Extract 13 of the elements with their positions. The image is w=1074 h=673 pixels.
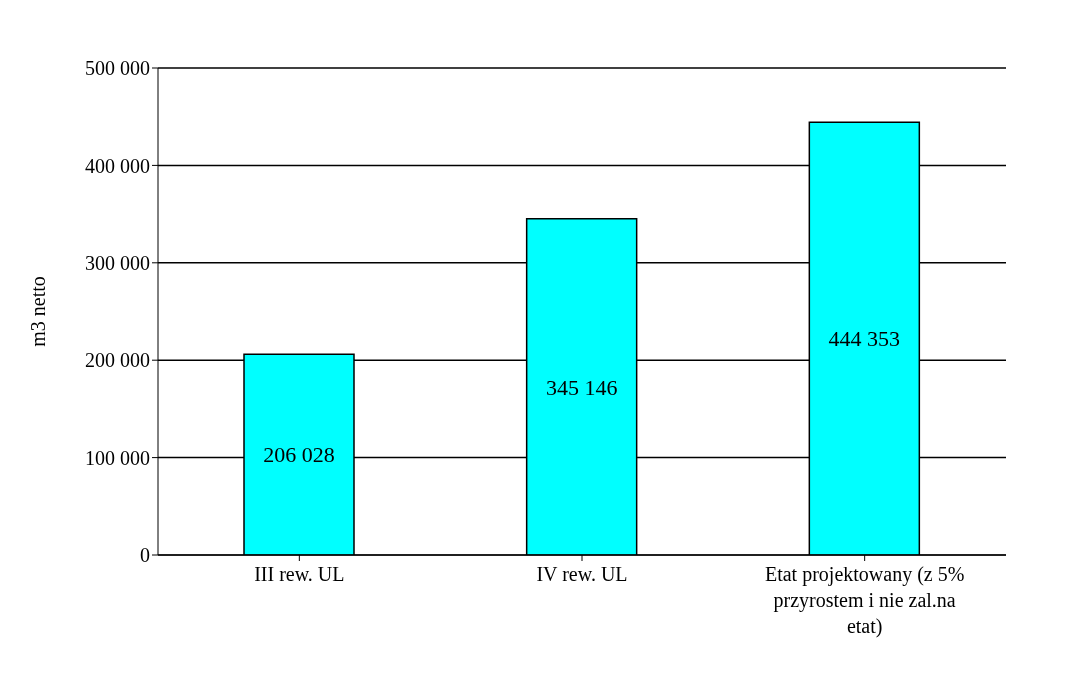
y-axis-title: m3 netto	[27, 276, 50, 347]
x-tick-label: III rew. UL	[254, 563, 345, 585]
data-label: 444 353	[828, 326, 901, 352]
data-label: 345 146	[545, 374, 618, 400]
data-label: 206 028	[263, 442, 335, 468]
y-tick-label: 200 000	[85, 349, 150, 372]
x-tick-label: Etat projektowany (z 5% przyrostem i nie zal.na etat)	[764, 563, 965, 638]
x-tick-label: IV rew. UL	[536, 563, 628, 585]
y-tick-label: 400 000	[85, 154, 150, 177]
y-tick-label: 500 000	[85, 57, 150, 80]
y-tick-label: 100 000	[85, 446, 150, 469]
y-tick-label: 0	[140, 544, 150, 567]
y-tick-label: 300 000	[85, 251, 150, 274]
